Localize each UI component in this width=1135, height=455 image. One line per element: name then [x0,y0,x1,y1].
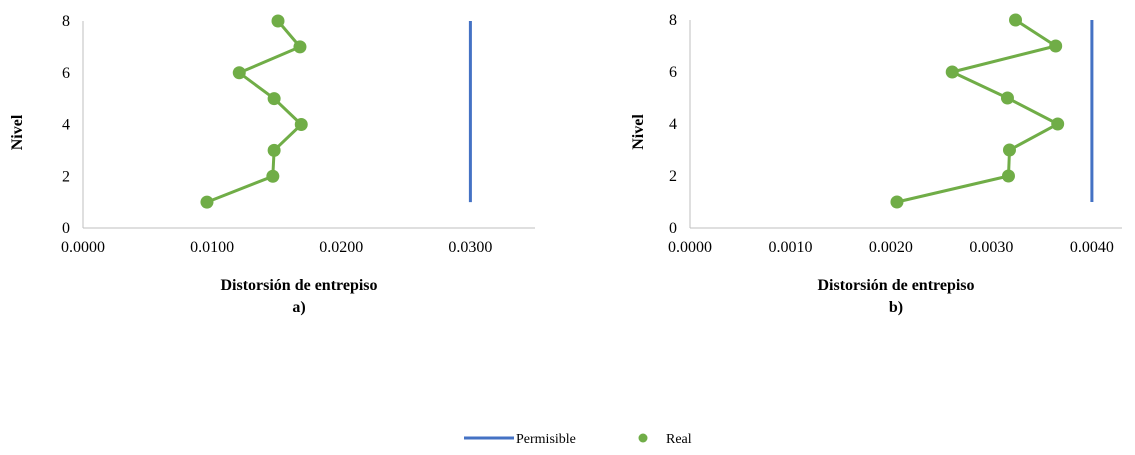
panel-label: a) [292,299,305,316]
data-point [1051,118,1064,131]
data-point [1002,170,1015,183]
y-tick-label: 8 [62,13,70,30]
data-point [1003,144,1016,157]
x-tick-label: 0.0200 [319,239,363,256]
legend-real-label: Real [666,432,692,447]
x-tick-label: 0.0000 [61,239,105,256]
y-tick-label: 6 [62,65,70,82]
data-point [295,118,308,131]
y-tick-label: 4 [669,116,677,133]
y-tick-label: 6 [669,64,677,81]
y-tick-label: 2 [669,168,677,185]
y-tick-label: 0 [62,220,70,237]
x-tick-label: 0.0030 [969,239,1013,256]
y-tick-label: 0 [669,220,677,237]
legend: Permisible Real [464,432,692,447]
chart-b: 0 2 4 6 8 0.0000 0.0010 0.0020 0.0030 0.0040 Disto… [630,12,1122,316]
x-tick-label: 0.0020 [869,239,913,256]
legend-permisible-label: Permisible [516,432,576,447]
data-point [293,40,306,53]
data-point [890,196,903,209]
y-tick-label: 8 [669,12,677,29]
y-axis-title: Nivel [9,114,26,150]
x-axis-title: Distorsión de entrepiso [817,277,974,294]
y-axis-title: Nivel [630,114,647,150]
data-point [1001,92,1014,105]
x-tick-label: 0.0300 [448,239,492,256]
series-line-real [207,21,301,202]
chart-a: 0 2 4 6 8 0.0000 0.0100 0.0200 0.0300 Distorsión … [9,13,535,316]
data-point [266,170,279,183]
data-point [268,144,281,157]
x-tick-label: 0.0010 [768,239,812,256]
series-line-real [897,20,1058,202]
data-point [946,66,959,79]
x-tick-label: 0.0040 [1070,239,1114,256]
data-point [272,15,285,28]
y-tick-label: 2 [62,168,70,185]
x-tick-label: 0.0000 [668,239,712,256]
legend-real-swatch [639,434,648,443]
data-point [233,66,246,79]
data-point [200,196,213,209]
x-tick-label: 0.0100 [190,239,234,256]
data-point [1049,40,1062,53]
x-axis-title: Distorsión de entrepiso [220,277,377,294]
y-tick-label: 4 [62,117,70,134]
data-point [1009,14,1022,27]
panel-label: b) [889,299,903,316]
data-point [268,92,281,105]
